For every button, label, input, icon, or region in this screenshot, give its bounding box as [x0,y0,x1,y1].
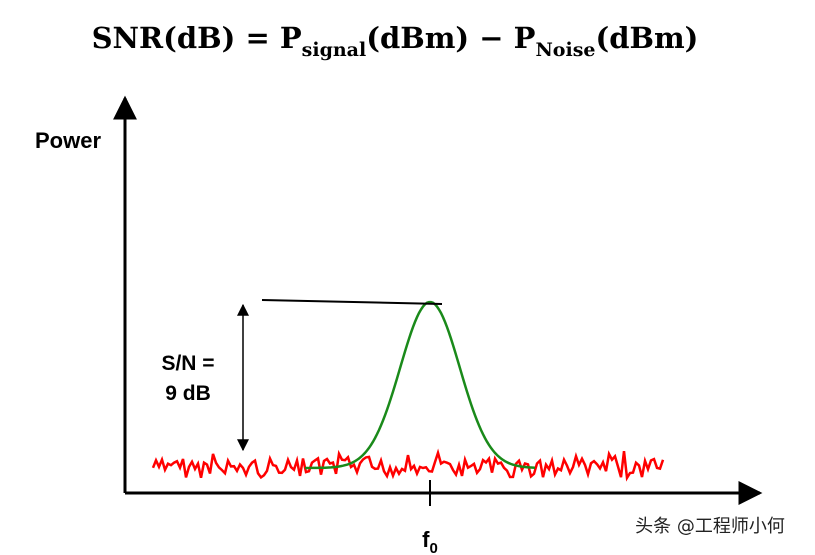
formula-sub: Noise [535,39,595,61]
tick-sub: 0 [429,540,437,555]
formula-part: (dBm) − P [366,21,535,55]
formula: SNR(dB) = Psignal(dBm) − PNoise(dBm) [92,21,699,61]
snr-value: 9 dB [165,382,211,405]
formula-part: (dBm) [595,21,698,55]
watermark: 头条 @工程师小何 [635,516,785,537]
y-axis-label: Power [35,128,101,153]
formula-sub: signal [302,39,367,61]
tick-main: f [422,527,430,552]
x-tick-label: f0 [422,527,438,555]
noise-trace [151,448,665,482]
signal-peak [305,300,536,470]
formula-part: SNR(dB) = P [92,21,302,55]
snr-label: S/N = [161,352,214,375]
peak-level-line [261,299,443,305]
